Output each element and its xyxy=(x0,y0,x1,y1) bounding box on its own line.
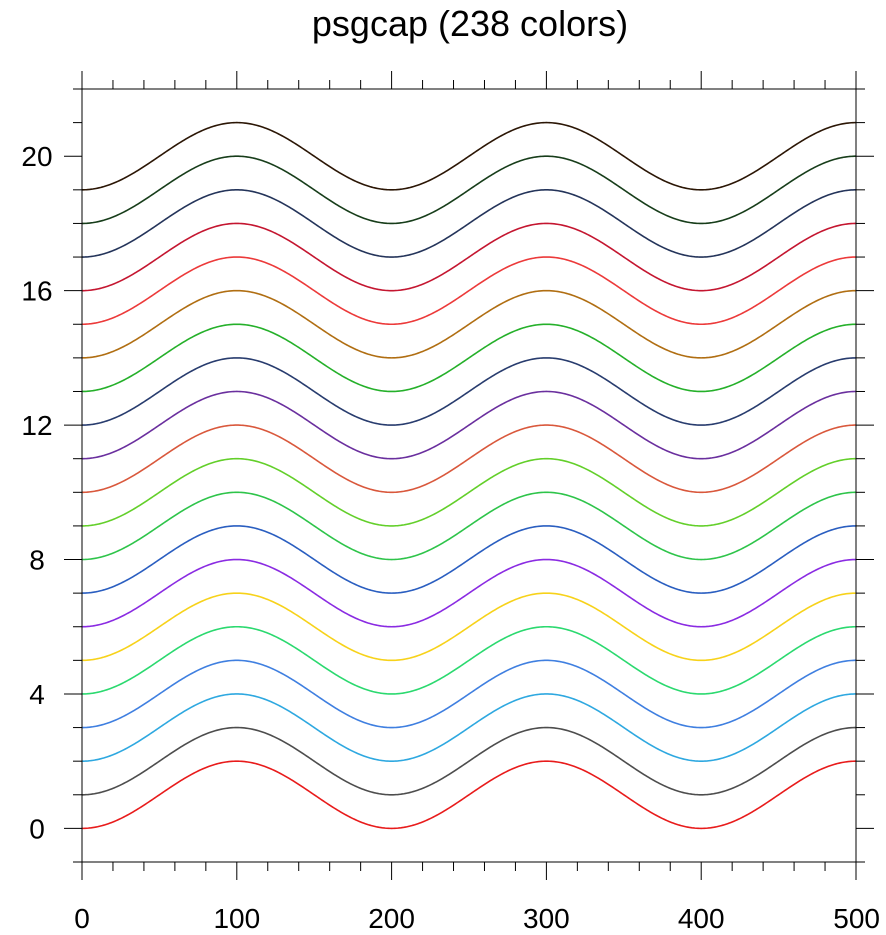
x-tick-label: 0 xyxy=(74,903,90,934)
series-line-15 xyxy=(81,289,857,359)
x-tick-label: 400 xyxy=(678,903,725,934)
series-line-2 xyxy=(81,726,857,796)
series-line-11 xyxy=(81,424,857,494)
series-layer xyxy=(81,121,857,830)
y-tick-label: 8 xyxy=(29,545,45,576)
x-tick-label: 100 xyxy=(213,903,260,934)
chart-title: psgcap (238 colors) xyxy=(312,3,628,44)
series-line-7 xyxy=(81,558,857,628)
ticks-layer xyxy=(64,71,874,880)
y-tick-label: 16 xyxy=(21,276,52,307)
plot-frame xyxy=(81,88,857,863)
series-line-1 xyxy=(81,760,857,830)
y-tick-labels: 0 4 8 12 16 20 xyxy=(21,141,52,844)
x-tick-label: 300 xyxy=(523,903,570,934)
x-tick-labels: 0 100 200 300 400 500 xyxy=(74,903,880,934)
series-line-5 xyxy=(81,625,857,695)
y-tick-label: 12 xyxy=(21,410,52,441)
series-line-20 xyxy=(81,121,857,191)
series-line-18 xyxy=(81,189,857,258)
y-tick-label: 20 xyxy=(21,141,52,172)
series-line-6 xyxy=(81,592,857,662)
x-tick-label: 500 xyxy=(833,903,880,934)
series-line-14 xyxy=(81,323,857,393)
series-line-17 xyxy=(81,222,857,292)
series-line-9 xyxy=(81,491,857,561)
series-line-16 xyxy=(81,256,857,326)
y-tick-label: 0 xyxy=(29,813,45,844)
x-tick-label: 200 xyxy=(368,903,415,934)
series-line-12 xyxy=(81,390,857,460)
series-line-3 xyxy=(81,693,857,762)
series-line-19 xyxy=(81,155,857,225)
series-line-13 xyxy=(81,357,857,426)
y-tick-label: 4 xyxy=(29,679,45,710)
series-line-10 xyxy=(81,457,857,527)
series-line-4 xyxy=(81,659,857,729)
series-line-8 xyxy=(81,525,857,594)
